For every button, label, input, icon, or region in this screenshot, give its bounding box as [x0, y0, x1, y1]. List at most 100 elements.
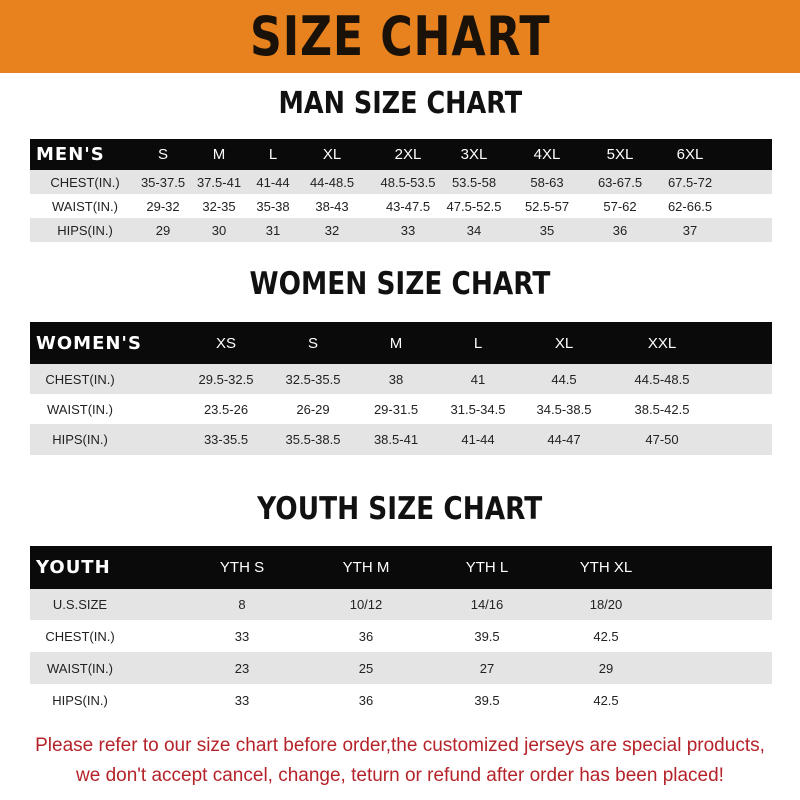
table-row: U.S.SIZE 8 10/12 14/16 18/20	[30, 589, 772, 620]
row-label: HIPS(IN.)	[57, 222, 113, 238]
table-cell: 32	[324, 222, 340, 238]
table-cell: 36	[612, 222, 628, 238]
table-cell: 44.5	[551, 371, 577, 387]
table-cell: XL	[322, 146, 342, 163]
table-cell: 34.5-38.5	[536, 401, 592, 417]
table-cell: 33	[400, 222, 416, 238]
row-label: WOMEN'S	[36, 332, 142, 354]
table-cell: XL	[554, 334, 574, 352]
table-cell: 37.5-41	[196, 174, 242, 190]
table-cell: 38.5-42.5	[634, 401, 690, 417]
table-cell: 38.5-41	[373, 432, 419, 447]
table-cell: 41	[470, 371, 486, 387]
table-cell: 8	[238, 597, 246, 612]
table-cell: 52.5-57	[524, 198, 570, 214]
table-row: HIPS(IN.) 33-35.5 35.5-38.5 38.5-41 41-44 44-…	[30, 424, 772, 455]
table-row: WAIST(IN.) 23.5-26 26-29 29-31.5 31.5-34.5 34…	[30, 394, 772, 424]
table-cell: 41-44	[256, 174, 290, 190]
table-row: CHEST(IN.) 29.5-32.5 32.5-35.5 38 41 44.5 44.5…	[30, 364, 772, 394]
table-cell: YTH M	[342, 559, 390, 576]
table-cell: 35-38	[256, 198, 290, 214]
size-chart-banner: SIZE CHART	[0, 0, 800, 73]
table-cell: 30	[211, 222, 227, 238]
youth-title: YOUTH SIZE CHART	[257, 491, 543, 527]
table-cell: 5XL	[606, 146, 634, 163]
table-cell: 42.5	[593, 628, 619, 644]
table-cell: 36	[358, 628, 374, 644]
table-cell: YTH S	[219, 559, 265, 576]
table-row: WAIST(IN.) 23 25 27 29	[30, 652, 772, 684]
table-cell: XXL	[647, 334, 677, 352]
row-label: U.S.SIZE	[52, 597, 108, 612]
table-cell: 44-48.5	[309, 174, 355, 190]
table-cell: 53.5-58	[451, 174, 497, 190]
table-cell: 32.5-35.5	[285, 371, 341, 387]
table-row: WAIST(IN.) 29-32 32-35 35-38 38-43 43-47.5 47.…	[30, 194, 772, 218]
table-row: CHEST(IN.) 35-37.5 37.5-41 41-44 44-48.5 48.5…	[30, 170, 772, 194]
header-row: MEN'S S M L XL 2XL 3XL 4XL 5XL 6XL	[30, 139, 772, 170]
table-cell: 29	[598, 660, 614, 676]
women-title: WOMEN SIZE CHART	[249, 266, 551, 302]
table-cell: L	[473, 334, 483, 352]
table-cell: 33	[234, 692, 250, 708]
table-cell: 58-63	[530, 174, 564, 190]
table-cell: 41-44	[461, 432, 495, 447]
table-cell: 47-50	[645, 432, 679, 447]
table-cell: S	[307, 334, 319, 352]
table-cell: 27	[479, 660, 495, 676]
table-cell: 44.5-48.5	[634, 371, 690, 387]
table-cell: 33	[234, 628, 250, 644]
header-row: YOUTH YTH S YTH M YTH L YTH XL	[30, 546, 772, 589]
table-cell: 35-37.5	[140, 174, 186, 190]
row-label: YOUTH	[36, 557, 111, 578]
table-cell: 3XL	[460, 146, 488, 163]
note-line-2: we don't accept cancel, change, teturn o…	[76, 765, 724, 786]
table-cell: M	[212, 146, 226, 163]
table-cell: 6XL	[676, 146, 704, 163]
table-cell: 31.5-34.5	[450, 401, 506, 417]
table-cell: XS	[215, 334, 237, 352]
table-cell: M	[389, 334, 403, 352]
header-row: WOMEN'S XS S M L XL XXL	[30, 322, 772, 364]
table-cell: 32-35	[202, 198, 236, 214]
row-label: CHEST(IN.)	[45, 628, 115, 644]
table-cell: 48.5-53.5	[380, 174, 436, 190]
table-cell: 38-43	[315, 198, 349, 214]
row-label: HIPS(IN.)	[52, 432, 108, 447]
table-cell: 43-47.5	[385, 198, 431, 214]
table-row: HIPS(IN.) 33 36 39.5 42.5	[30, 684, 772, 716]
table-cell: 26-29	[296, 401, 330, 417]
table-cell: 39.5	[474, 692, 500, 708]
row-label: MEN'S	[36, 144, 105, 165]
row-label: CHEST(IN.)	[45, 371, 115, 387]
table-cell: 57-62	[603, 198, 637, 214]
table-cell: 38	[388, 371, 404, 387]
row-label: HIPS(IN.)	[52, 692, 108, 708]
table-cell: 29	[155, 222, 171, 238]
table-cell: 35.5-38.5	[285, 432, 341, 447]
table-row: HIPS(IN.) 29 30 31 32 33 34 35 36 37	[30, 218, 772, 242]
table-cell: 29-31.5	[373, 401, 419, 417]
table-cell: 18/20	[589, 597, 623, 612]
table-cell: 36	[358, 692, 374, 708]
table-cell: 42.5	[593, 692, 619, 708]
table-cell: YTH L	[465, 559, 509, 576]
table-cell: 25	[358, 660, 374, 676]
table-cell: 35	[539, 222, 555, 238]
note-line-1: Please refer to our size chart before or…	[35, 735, 765, 756]
table-cell: S	[157, 146, 169, 163]
table-cell: L	[268, 146, 278, 163]
table-cell: 39.5	[474, 628, 500, 644]
table-cell: 31	[265, 222, 281, 238]
table-row: CHEST(IN.) 33 36 39.5 42.5	[30, 620, 772, 652]
row-label: WAIST(IN.)	[47, 401, 113, 417]
table-cell: 63-67.5	[597, 174, 643, 190]
table-cell: 29-32	[146, 198, 180, 214]
table-cell: 33-35.5	[203, 432, 249, 447]
row-label: WAIST(IN.)	[52, 198, 118, 214]
table-cell: 2XL	[394, 146, 422, 163]
table-cell: 4XL	[533, 146, 561, 163]
table-cell: 10/12	[349, 597, 383, 612]
banner-title: SIZE CHART	[249, 5, 551, 68]
table-cell: 67.5-72	[667, 174, 713, 190]
